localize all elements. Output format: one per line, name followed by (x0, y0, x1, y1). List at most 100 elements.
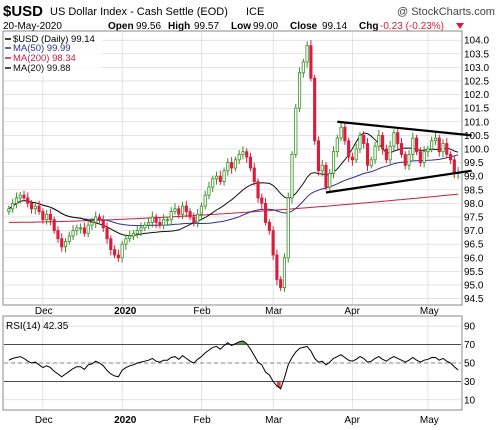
candle-body (301, 61, 305, 74)
candle-body (177, 208, 181, 215)
candle-body (241, 151, 245, 155)
candle-body (294, 107, 298, 155)
candle-body (350, 156, 354, 161)
rsi-line (8, 340, 459, 390)
candle-body (290, 153, 294, 199)
candle-body (222, 170, 226, 183)
candle-body (445, 143, 449, 155)
close-label: Close (290, 21, 318, 32)
candle-body (188, 211, 192, 218)
candle-body (343, 126, 347, 142)
candle-body (22, 194, 26, 199)
candle-body (128, 235, 132, 240)
candle-body (422, 151, 426, 163)
rsi-tick-label: 50 (464, 359, 476, 370)
candle-body (11, 202, 15, 210)
legend-background (4, 32, 102, 76)
candle-body (90, 221, 94, 226)
x-tick-label: Feb (193, 306, 211, 317)
candle-body (335, 137, 339, 153)
candle-body (388, 145, 392, 161)
price-tick-label: 101.0 (464, 117, 489, 128)
candle-body (275, 254, 279, 280)
watermark: @ StockCharts.com (397, 6, 495, 18)
ma200-line (8, 193, 459, 223)
price-tick-label: 101.5 (464, 104, 489, 115)
symbol-title: $USD (3, 3, 43, 20)
rsi-series (8, 340, 459, 390)
price-tick-label: 99.5 (464, 158, 484, 169)
triangle-trendlines (325, 120, 472, 194)
candle-body (279, 279, 283, 289)
candle-body (437, 137, 441, 153)
candle-body (71, 230, 75, 237)
low-label: Low (231, 21, 251, 32)
candle-body (165, 219, 170, 222)
rsi-y-axis: 10 30 50 70 90 (464, 322, 476, 407)
candle-body (26, 197, 30, 204)
trendline-lower (325, 169, 472, 194)
candle-body (415, 137, 419, 153)
candle-body (94, 216, 98, 223)
candle-body (365, 143, 370, 166)
candle-body (226, 162, 230, 172)
x-tick-label: Apr (344, 415, 360, 426)
candle-body (396, 132, 400, 144)
open-label: Open (108, 21, 134, 32)
candle-body (48, 213, 52, 221)
candle-body (101, 219, 105, 229)
candle-body (384, 148, 388, 161)
legend-ma20: MA(20) 99.88 (13, 63, 71, 74)
price-tick-label: 97.0 (464, 226, 484, 237)
candle-body (154, 216, 158, 223)
candle-body (358, 134, 362, 150)
candle-body (418, 151, 422, 163)
exchange-label: ICE (246, 6, 264, 18)
chg-label: Chg (359, 21, 378, 32)
candle-body (309, 45, 313, 79)
candle-body (60, 238, 64, 248)
price-x-axis: Dec 2020 Feb Mar Apr May (35, 306, 439, 317)
rsi-tick-label: 30 (464, 377, 476, 388)
rsi-tick-label: 70 (464, 340, 476, 351)
price-tick-label: 102.0 (464, 90, 489, 101)
x-tick-label: Feb (193, 415, 211, 426)
candle-body (124, 238, 128, 245)
candle-body (97, 216, 102, 221)
candle-body (324, 164, 328, 188)
trendline-upper (337, 120, 472, 137)
candle-body (331, 151, 336, 174)
rsi-label: RSI(14) 42.35 (6, 321, 69, 332)
x-tick-label: Mar (265, 415, 283, 426)
price-tick-label: 98.5 (464, 185, 484, 196)
rsi-x-axis: Dec 2020 Feb Mar Apr May (35, 415, 439, 426)
candle-body (233, 159, 237, 169)
instrument-name: US Dollar Index - Cash Settle (EOD) (50, 6, 228, 18)
candle-body (196, 213, 200, 223)
candle-body (426, 148, 430, 153)
candle-body (377, 134, 381, 147)
candle-body (214, 175, 219, 180)
candle-body (256, 181, 260, 199)
candle-body (267, 221, 271, 231)
candle-body (430, 140, 434, 150)
candle-body (63, 241, 68, 248)
candle-body (146, 221, 151, 226)
open-value: 99.56 (136, 21, 161, 32)
x-tick-label: Apr (344, 306, 360, 317)
candle-body (260, 197, 264, 204)
price-tick-label: 97.5 (464, 212, 484, 223)
candle-body (411, 137, 415, 155)
candle-body (169, 211, 173, 221)
rsi-gridlines (4, 317, 461, 409)
candle-body (305, 45, 309, 63)
x-tick-label: May (420, 306, 439, 317)
candle-body (433, 137, 438, 142)
candle-body (369, 159, 373, 166)
candle-body (173, 208, 177, 212)
low-value: 99.00 (253, 21, 278, 32)
price-tick-label: 95.5 (464, 267, 484, 278)
candle-body (158, 221, 162, 226)
price-tick-label: 103.0 (464, 63, 489, 74)
chg-value: -0.23 (-0.23%) (380, 21, 444, 32)
